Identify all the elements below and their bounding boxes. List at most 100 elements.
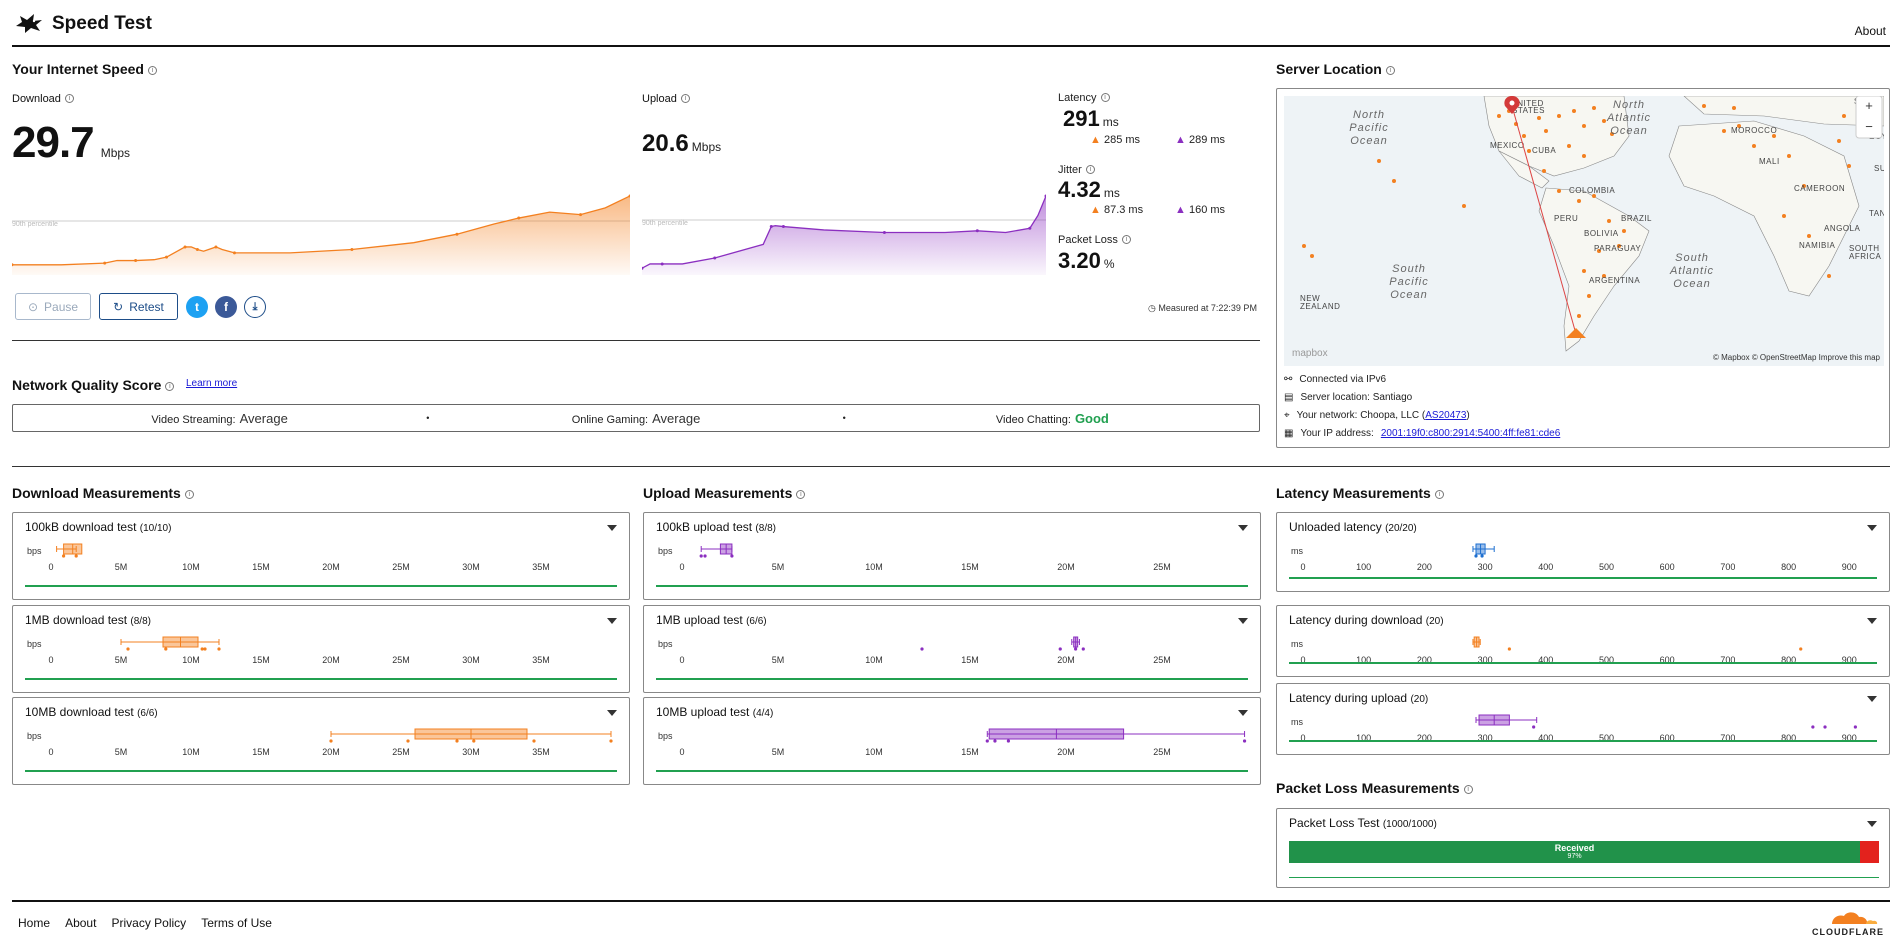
speed-point xyxy=(232,251,236,255)
speed-point xyxy=(183,245,187,249)
footer-terms-link[interactable]: Terms of Use xyxy=(201,916,272,930)
packet-loss-block: 3.20 % xyxy=(1058,248,1115,274)
map-city-dot xyxy=(1607,219,1611,223)
footer-privacy-link[interactable]: Privacy Policy xyxy=(111,916,187,930)
info-icon[interactable]: i xyxy=(680,94,690,103)
upload-speed: 20.6 Mbps xyxy=(642,130,721,158)
box-plot xyxy=(329,728,613,743)
network-tree-icon: ⚯ xyxy=(1284,373,1293,385)
info-icon[interactable]: i xyxy=(1385,66,1395,75)
axis-tick-label: 0 xyxy=(48,562,54,572)
map-city-dot xyxy=(1837,139,1841,143)
zoom-in-icon[interactable]: + xyxy=(1865,98,1873,113)
measurement-test-title: Latency during upload (20) xyxy=(1289,691,1429,705)
map-city-dot xyxy=(1537,116,1541,120)
info-icon[interactable]: i xyxy=(796,490,806,499)
chevron-down-icon[interactable] xyxy=(1867,525,1877,531)
chevron-down-icon[interactable] xyxy=(607,710,617,716)
measurement-panel: Latency during upload (20) ms 0 100 200 300 40… xyxy=(1276,683,1890,755)
axis-tick-label: 600 xyxy=(1659,655,1675,665)
about-link[interactable]: About xyxy=(1854,24,1886,38)
country-label: MEXICO xyxy=(1490,141,1525,150)
axis-tick-label: 700 xyxy=(1720,733,1736,743)
map-city-dot xyxy=(1582,154,1586,158)
server-map[interactable]: NorthPacificOceanSouthPacificOceanNorthA… xyxy=(1284,96,1884,366)
map-city-dot xyxy=(1752,144,1756,148)
chevron-down-icon[interactable] xyxy=(1867,821,1877,827)
info-icon[interactable]: i xyxy=(147,66,157,75)
download-results-icon[interactable]: ⤓ xyxy=(244,296,266,318)
info-icon[interactable]: i xyxy=(165,382,175,391)
panel-baseline xyxy=(25,770,617,772)
pause-button[interactable]: ⊙ Pause xyxy=(15,293,91,320)
sample-point xyxy=(1507,647,1511,651)
upload-arrow-icon: ▲ xyxy=(1175,134,1186,146)
axis-unit-label: bps xyxy=(658,546,673,556)
speed-point xyxy=(350,248,354,251)
chevron-down-icon[interactable] xyxy=(1238,525,1248,531)
map-attribution[interactable]: © Mapbox © OpenStreetMap Improve this ma… xyxy=(1713,353,1881,362)
panel-baseline xyxy=(656,585,1248,587)
twitter-share-icon[interactable]: t xyxy=(186,296,208,318)
info-icon[interactable]: i xyxy=(1463,785,1473,794)
footer-home-link[interactable]: Home xyxy=(18,916,51,930)
map-city-dot xyxy=(1587,294,1591,298)
info-icon[interactable]: i xyxy=(1085,165,1095,174)
speed-point xyxy=(214,245,218,249)
chevron-down-icon[interactable] xyxy=(607,525,617,531)
map-city-dot xyxy=(1827,274,1831,278)
south-america xyxy=(1538,187,1650,352)
chevron-down-icon[interactable] xyxy=(1238,710,1248,716)
map-city-dot xyxy=(1592,194,1596,198)
map-city-dot xyxy=(1310,254,1314,258)
connection-row: ⚯ Connected via IPv6 xyxy=(1284,373,1387,385)
info-icon[interactable]: i xyxy=(184,490,194,499)
axis-tick-label: 300 xyxy=(1477,733,1493,743)
axis-unit-label: ms xyxy=(1291,546,1303,556)
sample-point xyxy=(1823,725,1827,729)
axis-tick-label: 5M xyxy=(771,655,785,665)
map-city-dot xyxy=(1807,234,1811,238)
axis-tick-label: 0 xyxy=(48,747,54,757)
info-icon[interactable]: i xyxy=(1121,235,1131,244)
quality-label: Video Chatting: xyxy=(995,413,1071,426)
chevron-down-icon[interactable] xyxy=(1238,618,1248,624)
footer-about-link[interactable]: About xyxy=(65,916,97,930)
ip-address-link[interactable]: 2001:19f0:c800:2914:5400:4ff:fe81:cde6 xyxy=(1380,427,1561,439)
measurement-test-title: 1MB upload test (6/6) xyxy=(656,613,767,627)
info-icon[interactable]: i xyxy=(64,94,74,103)
info-icon[interactable]: i xyxy=(1100,93,1110,102)
country-label: BOLIVIA xyxy=(1584,229,1619,238)
facebook-share-icon[interactable]: f xyxy=(215,296,237,318)
retest-button[interactable]: ↻ Retest xyxy=(99,293,178,320)
cloudflare-logo: CLOUDFLARE xyxy=(1812,912,1883,937)
speed-area xyxy=(642,195,1046,275)
axis-tick-label: 0 xyxy=(48,655,54,665)
chevron-down-icon[interactable] xyxy=(607,618,617,624)
download-label: Download i xyxy=(12,93,74,105)
sample-point xyxy=(74,554,78,558)
asn-link[interactable]: AS20473 xyxy=(1425,409,1467,421)
panel-baseline xyxy=(1289,577,1877,579)
jitter-label: Jitter i xyxy=(1058,164,1095,176)
sample-point xyxy=(1081,647,1085,651)
speed-area xyxy=(12,195,630,275)
box-plot xyxy=(1472,543,1495,558)
quality-item: Video Chatting: Good xyxy=(846,411,1259,426)
upload-value: 20.6 xyxy=(642,130,689,157)
chevron-down-icon[interactable] xyxy=(1867,618,1877,624)
speed-point xyxy=(642,266,644,270)
sample-point xyxy=(1474,554,1478,558)
axis-tick-label: 35M xyxy=(532,655,550,665)
axis-tick-label: 30M xyxy=(462,562,480,572)
info-icon[interactable]: i xyxy=(1434,490,1444,499)
panel-baseline xyxy=(25,678,617,680)
zoom-out-icon[interactable]: − xyxy=(1865,119,1873,134)
axis-tick-label: 20M xyxy=(322,655,340,665)
server-meta: ⚯ Connected via IPv6 ▤ Server location: Sa… xyxy=(1284,370,1664,442)
axis-tick-label: 20M xyxy=(1057,747,1075,757)
learn-more-link[interactable]: Learn more xyxy=(186,378,238,389)
country-label: TAN xyxy=(1869,209,1884,218)
chevron-down-icon[interactable] xyxy=(1867,696,1877,702)
sample-point xyxy=(203,647,207,651)
